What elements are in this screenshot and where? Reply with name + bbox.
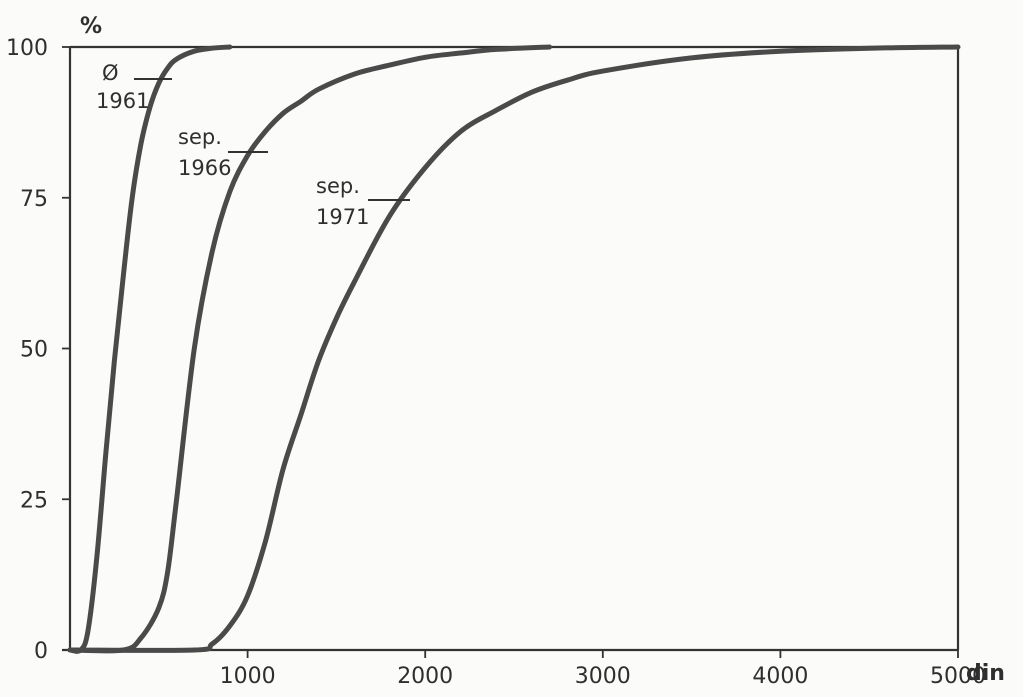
y-tick-label: 0 xyxy=(34,639,48,664)
series-label-line2: 1971 xyxy=(316,205,369,229)
series-curves xyxy=(67,44,961,654)
series-label-line1: sep. xyxy=(316,174,360,198)
x-tick-label: 2000 xyxy=(397,664,453,689)
y-tick-label: 25 xyxy=(20,488,48,513)
series-label-line2: 1961 xyxy=(96,89,149,113)
x-tick-label: 4000 xyxy=(752,664,808,689)
x-tick-label: 1000 xyxy=(220,664,276,689)
y-axis-label: % xyxy=(80,14,102,39)
series-label-line1: sep. xyxy=(178,125,222,149)
series-label-1: sep. 1966 xyxy=(178,125,268,180)
series-line-2 xyxy=(67,44,961,653)
x-axis-label: din xyxy=(966,661,1005,686)
x-tick-label: 3000 xyxy=(575,664,631,689)
x-tick-label: 5000 xyxy=(930,664,986,689)
axis-ticks: 0 25 50 75 100 1000 2000 3000 4000 5000 xyxy=(6,36,986,689)
y-tick-label: 100 xyxy=(6,36,48,61)
series-label-0: Ø 1961 xyxy=(96,61,172,113)
y-tick-label: 75 xyxy=(20,187,48,212)
series-label-line2: 1966 xyxy=(178,156,231,180)
series-line-0 xyxy=(67,44,233,654)
series-label-2: sep. 1971 xyxy=(316,174,410,229)
y-tick-label: 50 xyxy=(20,338,48,363)
series-label-line1: Ø xyxy=(102,61,119,85)
series-labels: Ø 1961 sep. 1966 sep. 1971 xyxy=(96,61,410,229)
series-line-1 xyxy=(67,44,552,654)
